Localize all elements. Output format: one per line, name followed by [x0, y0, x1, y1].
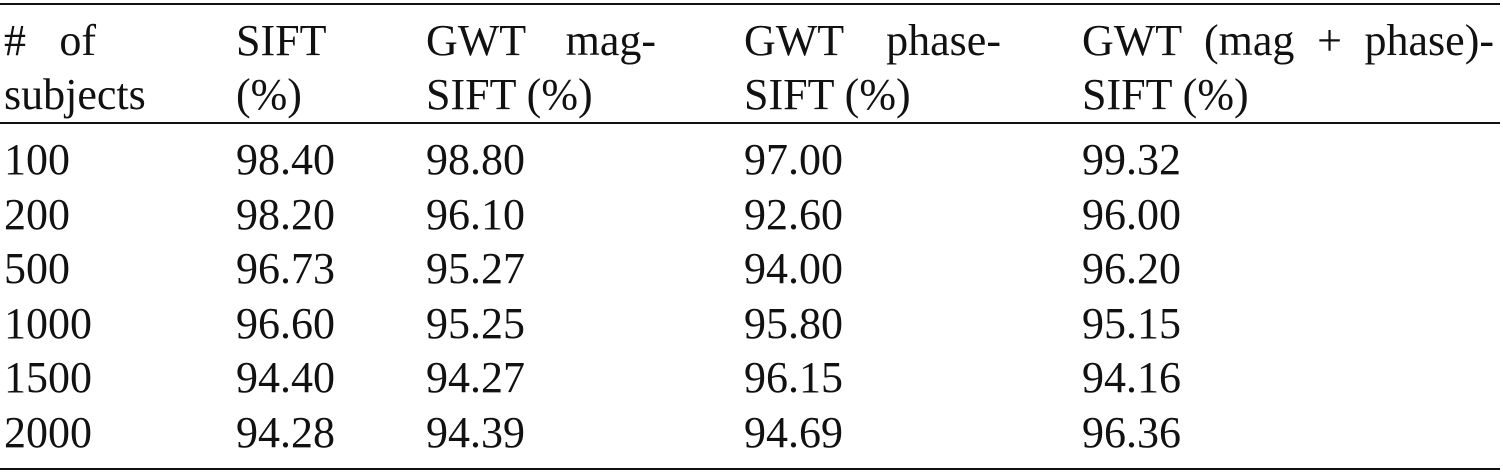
header-gwt-phase-sift: GWT phase- SIFT (%): [744, 14, 1001, 122]
table-cell: 95.27: [426, 244, 525, 293]
table-cell: 96.00: [1082, 189, 1181, 239]
header-subjects: # of subjects: [4, 14, 146, 122]
table-cell: 2000: [4, 407, 92, 457]
table-cell: 1000: [4, 298, 92, 348]
header-line: GWT mag-: [426, 16, 656, 65]
table-cell: 96.60: [236, 298, 335, 348]
header-line: # of: [4, 16, 96, 65]
table-cell: 94.40: [236, 353, 335, 402]
table-cell: 95.25: [426, 298, 525, 348]
table-cell: 94.00: [744, 244, 843, 293]
table-cell: 97.00: [744, 135, 843, 184]
table-cell: 98.40: [236, 135, 335, 184]
table-cell: 95.15: [1082, 298, 1181, 348]
table-cell: 96.73: [236, 244, 335, 293]
table-cell: 94.39: [426, 407, 525, 457]
header-rule: [0, 122, 1500, 124]
header-line: GWT (mag + phase)-: [1082, 16, 1494, 65]
table-cell: 94.27: [426, 353, 525, 402]
table-cell: 96.20: [1082, 244, 1181, 293]
table-cell: 99.32: [1082, 135, 1181, 184]
table-cell: 1500: [4, 353, 92, 402]
table-cell: 200: [4, 189, 70, 239]
top-rule: [0, 3, 1500, 5]
table-cell: 94.28: [236, 407, 335, 457]
table-cell: 95.80: [744, 298, 843, 348]
header-sift: SIFT (%): [236, 14, 326, 122]
table-cell: 500: [4, 244, 70, 293]
table-cell: 96.36: [1082, 407, 1181, 457]
table-cell: 100: [4, 135, 70, 184]
table-cell: 98.80: [426, 135, 525, 184]
header-line: SIFT (%): [1082, 70, 1249, 119]
header-line: SIFT (%): [744, 70, 911, 119]
header-gwt-mag-phase-sift: GWT (mag + phase)- SIFT (%): [1082, 14, 1494, 122]
header-line: subjects: [4, 70, 146, 119]
table-cell: 96.10: [426, 189, 525, 239]
header-line: SIFT: [236, 16, 327, 65]
header-gwt-mag-sift: GWT mag- SIFT (%): [426, 14, 656, 122]
bottom-rule: [0, 468, 1500, 470]
table-cell: 92.60: [744, 189, 843, 239]
table-cell: 98.20: [236, 189, 335, 239]
table-cell: 94.69: [744, 407, 843, 457]
header-line: SIFT (%): [426, 70, 593, 119]
header-line: GWT phase-: [744, 16, 1001, 65]
header-line: (%): [236, 70, 302, 119]
table-cell: 96.15: [744, 353, 843, 402]
table-cell: 94.16: [1082, 353, 1181, 402]
